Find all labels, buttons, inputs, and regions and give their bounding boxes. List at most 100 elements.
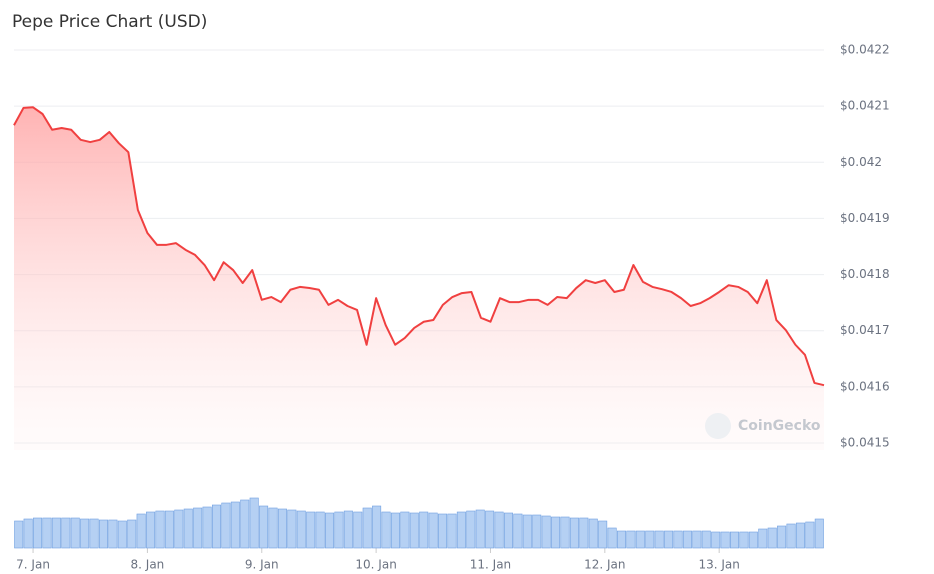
volume-bar xyxy=(645,530,655,549)
volume-bar xyxy=(682,530,692,549)
volume-bar xyxy=(14,520,24,549)
x-tick-label: 13. Jan xyxy=(698,558,739,572)
volume-bar xyxy=(635,530,645,549)
y-tick-label: $0.0417 xyxy=(840,323,890,337)
x-tick-label: 10. Jan xyxy=(355,558,396,572)
x-tick-label: 11. Jan xyxy=(470,558,511,572)
volume-bar xyxy=(42,517,52,549)
volume-bar xyxy=(626,530,636,549)
volume-bar xyxy=(306,511,316,549)
volume-bar xyxy=(795,522,805,549)
volume-bar xyxy=(117,520,127,549)
volume-bar xyxy=(767,527,777,549)
volume-bar xyxy=(211,504,222,549)
volume-bar xyxy=(400,511,410,549)
volume-bar xyxy=(108,519,118,549)
x-tick-label: 9. Jan xyxy=(245,558,279,572)
volume-bar xyxy=(513,513,523,549)
volume-bar xyxy=(353,511,363,549)
volume-bar xyxy=(80,518,90,549)
volume-bar xyxy=(409,512,419,549)
volume-bar xyxy=(155,510,165,549)
volume-bar xyxy=(551,516,561,549)
volume-bar xyxy=(673,530,683,549)
price-line xyxy=(13,106,825,387)
volume-bar xyxy=(814,518,824,549)
y-tick-label: $0.0416 xyxy=(840,379,890,393)
volume-bar xyxy=(343,510,353,549)
volume-bar xyxy=(532,514,542,549)
y-tick-label: $0.0419 xyxy=(840,211,890,225)
volume-bar xyxy=(456,511,466,549)
volume-bar xyxy=(541,515,551,549)
x-tick-label: 8. Jan xyxy=(131,558,165,572)
volume-bar xyxy=(221,502,231,549)
volume-bar xyxy=(296,510,306,549)
volume-bar xyxy=(616,530,627,549)
volume-bar xyxy=(560,516,570,549)
volume-bar xyxy=(164,510,174,549)
volume-bar xyxy=(777,525,787,549)
volume-bar xyxy=(588,518,598,549)
volume-bar xyxy=(522,514,532,549)
volume-bar xyxy=(325,512,335,549)
volume-bar xyxy=(598,520,608,549)
volume-bar xyxy=(277,508,287,549)
volume-bar xyxy=(720,531,730,549)
volume-bar xyxy=(419,511,429,549)
volume-bar xyxy=(739,531,749,549)
volume-bar xyxy=(334,511,344,549)
volume-bar xyxy=(494,511,504,549)
volume-bar xyxy=(701,530,711,549)
watermark-logo xyxy=(705,413,731,439)
volume-bar xyxy=(89,518,99,549)
volume-bar xyxy=(475,509,485,549)
volume-bar xyxy=(23,518,33,549)
volume-bar xyxy=(259,505,269,549)
volume-bar xyxy=(805,521,815,549)
volume-bar xyxy=(748,531,758,549)
volume-bar xyxy=(503,512,513,549)
volume-bar xyxy=(230,501,240,549)
volume-bar xyxy=(174,509,184,549)
y-tick-label: $0.0418 xyxy=(840,267,890,281)
volume-bar xyxy=(485,510,495,549)
volume-bar xyxy=(711,531,721,549)
y-tick-label: $0.0422 xyxy=(840,43,890,57)
volume-bar xyxy=(240,499,250,549)
chart-title: Pepe Price Chart (USD) xyxy=(12,12,207,32)
volume-bar xyxy=(51,517,61,549)
price-area xyxy=(14,107,824,450)
volume-bar xyxy=(127,519,137,549)
volume-bar xyxy=(428,512,438,549)
x-tick-label: 12. Jan xyxy=(584,558,625,572)
volume-bar xyxy=(569,517,579,549)
volume-bar xyxy=(61,517,71,549)
volume-bar xyxy=(579,517,589,549)
volume-bar xyxy=(287,509,297,549)
volume-bar xyxy=(315,511,325,549)
volume-bar xyxy=(193,507,203,549)
volume-bar xyxy=(692,530,702,549)
volume-bar xyxy=(136,513,146,549)
volume-bar xyxy=(202,506,212,549)
volume-bar xyxy=(664,530,674,549)
y-tick-label: $0.0415 xyxy=(840,436,890,450)
volume-bar xyxy=(183,508,193,549)
volume-bar xyxy=(390,512,400,549)
volume-bar xyxy=(786,523,796,549)
volume-bar xyxy=(146,511,156,549)
volume-bar xyxy=(758,528,768,549)
volume-bar xyxy=(249,497,259,549)
volume-bar xyxy=(268,507,278,549)
y-tick-label: $0.042 xyxy=(840,155,882,169)
volume-bar xyxy=(607,527,617,549)
volume-bar xyxy=(654,530,664,549)
volume-bar xyxy=(438,513,448,549)
volume-bar xyxy=(362,507,372,549)
volume-bar xyxy=(466,510,476,549)
x-tick-label: 7. Jan xyxy=(16,558,50,572)
volume-bar xyxy=(98,519,108,549)
y-tick-label: $0.0421 xyxy=(840,99,890,113)
